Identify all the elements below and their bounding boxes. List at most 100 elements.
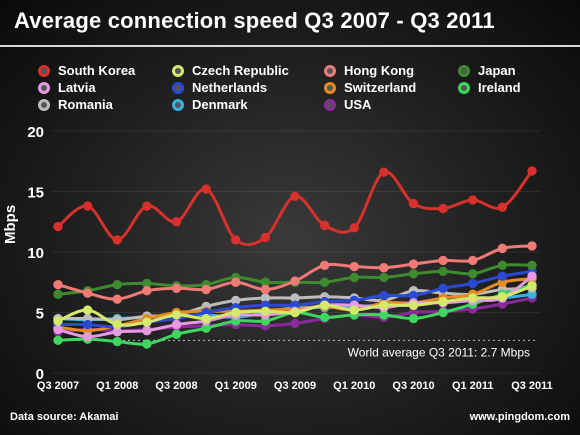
data-point-south-korea <box>171 217 182 227</box>
data-point-ireland <box>171 329 182 339</box>
data-point-hong-kong <box>379 263 389 273</box>
data-point-japan <box>53 289 63 300</box>
data-point-south-korea <box>201 184 211 194</box>
legend-item-netherlands: Netherlands <box>172 80 267 95</box>
data-point-czech-republic <box>438 296 448 307</box>
legend-item-hong-kong: Hong Kong <box>324 63 414 78</box>
data-point-latvia <box>142 325 152 336</box>
data-point-japan <box>379 272 389 283</box>
data-point-czech-republic <box>408 300 419 310</box>
data-point-japan <box>497 260 508 271</box>
data-point-czech-republic <box>260 306 271 316</box>
x-tick-label: Q1 2010 <box>333 380 375 392</box>
legend-item-denmark: Denmark <box>172 97 248 112</box>
data-point-japan <box>349 272 359 283</box>
data-point-south-korea <box>527 166 537 176</box>
data-point-latvia <box>171 319 182 330</box>
data-point-ireland <box>408 313 419 324</box>
y-tick-label: 20 <box>27 124 44 141</box>
data-point-czech-republic <box>527 281 537 291</box>
data-point-netherlands <box>82 319 93 330</box>
data-point-hong-kong <box>171 283 182 293</box>
data-point-ireland <box>438 307 448 318</box>
legend-item-romania: Romania <box>38 97 113 112</box>
data-point-czech-republic <box>53 316 63 326</box>
legend-label-romania: Romania <box>58 97 113 112</box>
legend-item-czech-republic: Czech Republic <box>172 63 289 78</box>
legend-label-hong-kong: Hong Kong <box>344 63 415 78</box>
legend-marker-south-korea <box>38 64 50 77</box>
title-divider <box>0 45 580 47</box>
data-point-south-korea <box>82 201 93 211</box>
legend-label-latvia: Latvia <box>58 80 96 95</box>
data-point-ireland <box>53 335 63 346</box>
legend-label-denmark: Denmark <box>192 97 248 112</box>
data-point-hong-kong <box>53 279 63 290</box>
series-line-south-korea <box>57 169 534 247</box>
data-point-ireland <box>112 336 122 347</box>
legend-marker-usa <box>324 98 336 111</box>
legend-marker-switzerland <box>324 81 336 94</box>
data-point-netherlands <box>497 271 508 281</box>
data-point-czech-republic <box>379 300 389 310</box>
data-point-hong-kong <box>527 241 537 251</box>
legend-label-switzerland: Switzerland <box>344 80 417 95</box>
x-tick-label: Q1 2009 <box>215 380 257 392</box>
legend-item-japan: Japan <box>458 63 516 78</box>
data-point-hong-kong <box>201 284 211 295</box>
data-point-ireland <box>142 339 152 349</box>
data-point-latvia <box>53 324 63 335</box>
legend-item-latvia: Latvia <box>38 80 96 95</box>
world-average-annotation: World average Q3 2011: 2.7 Mbps <box>348 345 530 359</box>
data-point-netherlands <box>379 290 389 301</box>
data-point-japan <box>112 279 122 290</box>
data-point-south-korea <box>408 198 419 209</box>
y-tick-label: 0 <box>36 366 44 383</box>
data-point-latvia <box>82 332 93 342</box>
data-point-japan <box>438 266 448 277</box>
data-point-south-korea <box>231 235 241 245</box>
x-tick-label: Q1 2011 <box>452 380 494 392</box>
data-point-japan <box>468 269 478 279</box>
data-point-south-korea <box>112 235 122 245</box>
legend-label-ireland: Ireland <box>478 80 521 95</box>
data-point-south-korea <box>290 191 300 202</box>
data-point-czech-republic <box>497 292 508 302</box>
data-point-japan <box>408 269 419 279</box>
data-point-south-korea <box>53 221 63 232</box>
legend-marker-japan <box>458 64 470 77</box>
data-point-czech-republic <box>201 313 211 324</box>
data-point-netherlands <box>438 283 448 293</box>
data-point-czech-republic <box>82 305 93 315</box>
legend-item-ireland: Ireland <box>458 80 521 95</box>
y-tick-label: 5 <box>36 306 44 323</box>
chart-title: Average connection speed Q3 2007 - Q3 20… <box>14 8 495 33</box>
data-point-hong-kong <box>112 294 122 304</box>
legend-item-south-korea: South Korea <box>38 63 135 78</box>
data-point-czech-republic <box>468 293 478 303</box>
x-tick-label: Q3 2009 <box>274 380 316 392</box>
data-point-hong-kong <box>319 260 330 271</box>
data-point-south-korea <box>142 201 152 211</box>
data-point-ireland <box>319 312 330 323</box>
legend-label-south-korea: South Korea <box>58 63 136 78</box>
data-source: Data source: Akamai <box>10 411 119 423</box>
data-point-czech-republic <box>319 300 330 310</box>
data-point-latvia <box>527 271 537 281</box>
y-tick-label: 15 <box>27 185 44 202</box>
legend-marker-netherlands <box>172 81 184 94</box>
data-point-south-korea <box>497 202 508 212</box>
legend-item-usa: USA <box>324 97 371 112</box>
legend-marker-romania <box>38 98 50 111</box>
legend-marker-hong-kong <box>324 64 336 77</box>
data-point-czech-republic <box>142 317 152 327</box>
site-url: www.pingdom.com <box>469 411 570 423</box>
legend-label-netherlands: Netherlands <box>192 80 268 95</box>
x-tick-label: Q3 2007 <box>37 380 79 392</box>
data-point-south-korea <box>319 220 330 231</box>
data-point-hong-kong <box>290 276 300 286</box>
data-point-south-korea <box>438 203 448 214</box>
data-point-czech-republic <box>231 307 241 318</box>
data-point-hong-kong <box>497 243 508 254</box>
data-point-czech-republic <box>112 319 122 330</box>
